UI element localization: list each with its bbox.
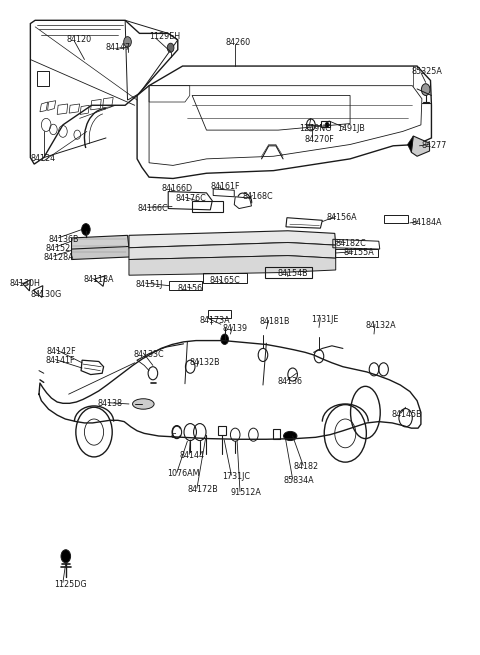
Bar xyxy=(169,281,202,290)
Bar xyxy=(192,200,223,212)
Polygon shape xyxy=(129,242,336,259)
Circle shape xyxy=(167,43,174,52)
Text: 84124: 84124 xyxy=(30,155,56,163)
Text: 84155A: 84155A xyxy=(343,248,374,257)
Ellipse shape xyxy=(132,399,154,409)
Text: 84120: 84120 xyxy=(67,35,92,45)
Polygon shape xyxy=(72,235,129,250)
Text: 84184A: 84184A xyxy=(411,218,442,227)
Polygon shape xyxy=(408,136,413,153)
Circle shape xyxy=(82,223,90,235)
Text: 84128A: 84128A xyxy=(44,253,74,262)
Circle shape xyxy=(124,37,132,47)
Text: 84168C: 84168C xyxy=(243,193,274,201)
Polygon shape xyxy=(72,246,131,259)
Text: 84142F: 84142F xyxy=(47,346,76,356)
Text: 84156: 84156 xyxy=(178,284,203,293)
Bar xyxy=(384,215,408,223)
Text: 85834A: 85834A xyxy=(283,476,314,485)
Circle shape xyxy=(221,334,228,345)
Text: 84270F: 84270F xyxy=(304,135,334,143)
Ellipse shape xyxy=(284,432,297,441)
Text: 1129EH: 1129EH xyxy=(149,32,180,41)
Bar xyxy=(335,249,378,257)
Text: 84166C: 84166C xyxy=(138,204,168,213)
Text: 84260: 84260 xyxy=(226,38,251,47)
Text: 1249NG: 1249NG xyxy=(300,124,332,134)
Text: 84139: 84139 xyxy=(223,324,248,333)
Text: 84166D: 84166D xyxy=(161,185,192,193)
Text: 84130G: 84130G xyxy=(30,290,61,299)
Bar xyxy=(218,426,226,435)
Text: 84161F: 84161F xyxy=(210,182,240,191)
Text: 85325A: 85325A xyxy=(411,67,442,76)
Bar xyxy=(208,310,231,318)
Text: 84132B: 84132B xyxy=(189,358,220,367)
Text: 84176C: 84176C xyxy=(176,195,206,203)
Text: 1731JC: 1731JC xyxy=(222,472,250,481)
Text: 84156A: 84156A xyxy=(326,213,357,222)
Circle shape xyxy=(421,84,430,96)
Text: 84172B: 84172B xyxy=(187,485,218,494)
Text: 84181B: 84181B xyxy=(259,317,289,326)
Text: 84144: 84144 xyxy=(180,451,204,460)
Text: 91512A: 91512A xyxy=(230,489,261,497)
Text: 84133C: 84133C xyxy=(134,350,164,359)
Polygon shape xyxy=(129,231,336,248)
Bar xyxy=(265,267,312,278)
Text: 84173A: 84173A xyxy=(200,316,230,325)
Text: 84151J: 84151J xyxy=(136,280,163,289)
Circle shape xyxy=(325,122,329,128)
Text: 84147: 84147 xyxy=(106,43,131,52)
Text: 84154B: 84154B xyxy=(277,269,308,278)
Text: 1731JE: 1731JE xyxy=(311,314,338,324)
Text: 84118A: 84118A xyxy=(83,275,113,284)
Circle shape xyxy=(61,550,71,563)
Text: 1076AM: 1076AM xyxy=(167,470,200,478)
Text: 84152: 84152 xyxy=(46,244,71,253)
Text: 84141F: 84141F xyxy=(46,356,75,365)
Text: 84182: 84182 xyxy=(294,462,319,471)
Text: 84130H: 84130H xyxy=(9,279,40,288)
Text: 1125DG: 1125DG xyxy=(54,580,87,589)
Text: 84132A: 84132A xyxy=(365,321,396,330)
Text: 84138: 84138 xyxy=(97,400,122,409)
Text: 84182C: 84182C xyxy=(336,239,366,248)
Text: 84145B: 84145B xyxy=(391,410,422,419)
Text: 84136B: 84136B xyxy=(48,234,79,244)
Bar xyxy=(273,430,280,439)
Bar xyxy=(203,272,247,283)
Bar xyxy=(36,71,48,86)
Bar xyxy=(322,121,330,128)
Text: 84136: 84136 xyxy=(277,377,302,386)
Text: c: c xyxy=(170,431,175,440)
Text: 84277: 84277 xyxy=(422,141,447,150)
Text: 84165C: 84165C xyxy=(209,276,240,285)
Text: 1491JB: 1491JB xyxy=(336,124,364,134)
Polygon shape xyxy=(129,255,336,275)
Polygon shape xyxy=(411,136,430,157)
